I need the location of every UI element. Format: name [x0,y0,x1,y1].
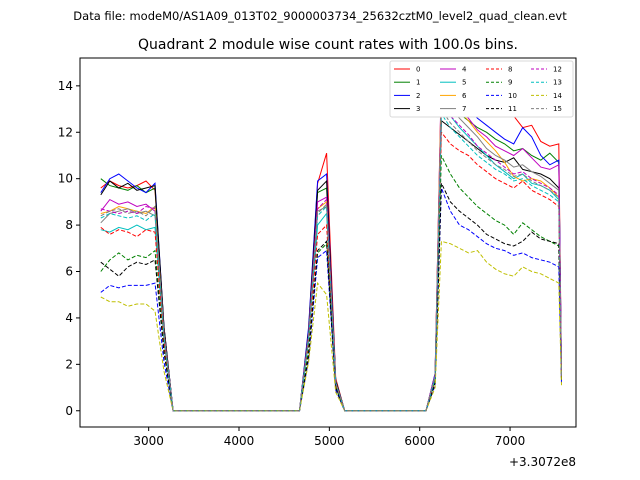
legend-label-8: 8 [508,66,512,74]
x-tick-label-5000: 5000 [314,434,345,448]
legend-label-6: 6 [462,92,467,100]
x-axis: 3000 4000 5000 6000 7000 [133,427,525,448]
legend-label-5: 5 [462,79,466,87]
legend-label-14: 14 [553,92,562,100]
series-line-14 [100,240,562,412]
legend-label-10: 10 [508,92,517,100]
chart-suptitle: Data file: modeM0/AS1A09_013T02_90000037… [73,9,567,23]
legend-label-12: 12 [553,66,562,74]
legend-label-11: 11 [508,105,517,113]
series-line-15 [100,107,562,412]
legend-label-15: 15 [553,105,562,113]
legend-label-3: 3 [416,105,420,113]
legend-label-9: 9 [508,79,512,87]
y-tick-label-10: 10 [58,172,73,186]
x-tick-label-3000: 3000 [133,434,164,448]
y-tick-label-8: 8 [65,218,73,232]
y-tick-label-2: 2 [65,357,73,371]
y-tick-label-6: 6 [65,265,73,279]
legend-label-0: 0 [416,66,420,74]
y-tick-label-4: 4 [65,311,73,325]
plot-frame [79,57,577,428]
legend-label-4: 4 [462,66,467,74]
x-tick-label-4000: 4000 [224,434,255,448]
series-line-6 [100,80,562,412]
y-tick-label-0: 0 [65,404,73,418]
legend-label-13: 13 [553,79,562,87]
y-axis: 0 2 4 6 8 10 12 14 [58,79,80,418]
series-line-0 [100,77,562,412]
legend-label-1: 1 [416,79,420,87]
plot-lines [100,74,562,412]
legend-label-2: 2 [416,92,420,100]
y-tick-label-14: 14 [58,79,73,93]
y-tick-label-12: 12 [58,125,73,139]
series-line-4 [100,74,562,412]
legend-box [389,60,574,118]
chart-title: Quadrant 2 module wise count rates with … [138,37,518,53]
x-tick-label-6000: 6000 [404,434,435,448]
x-tick-label-7000: 7000 [495,434,526,448]
x-offset-label: +3.3072e8 [509,455,576,469]
legend-label-7: 7 [462,105,466,113]
